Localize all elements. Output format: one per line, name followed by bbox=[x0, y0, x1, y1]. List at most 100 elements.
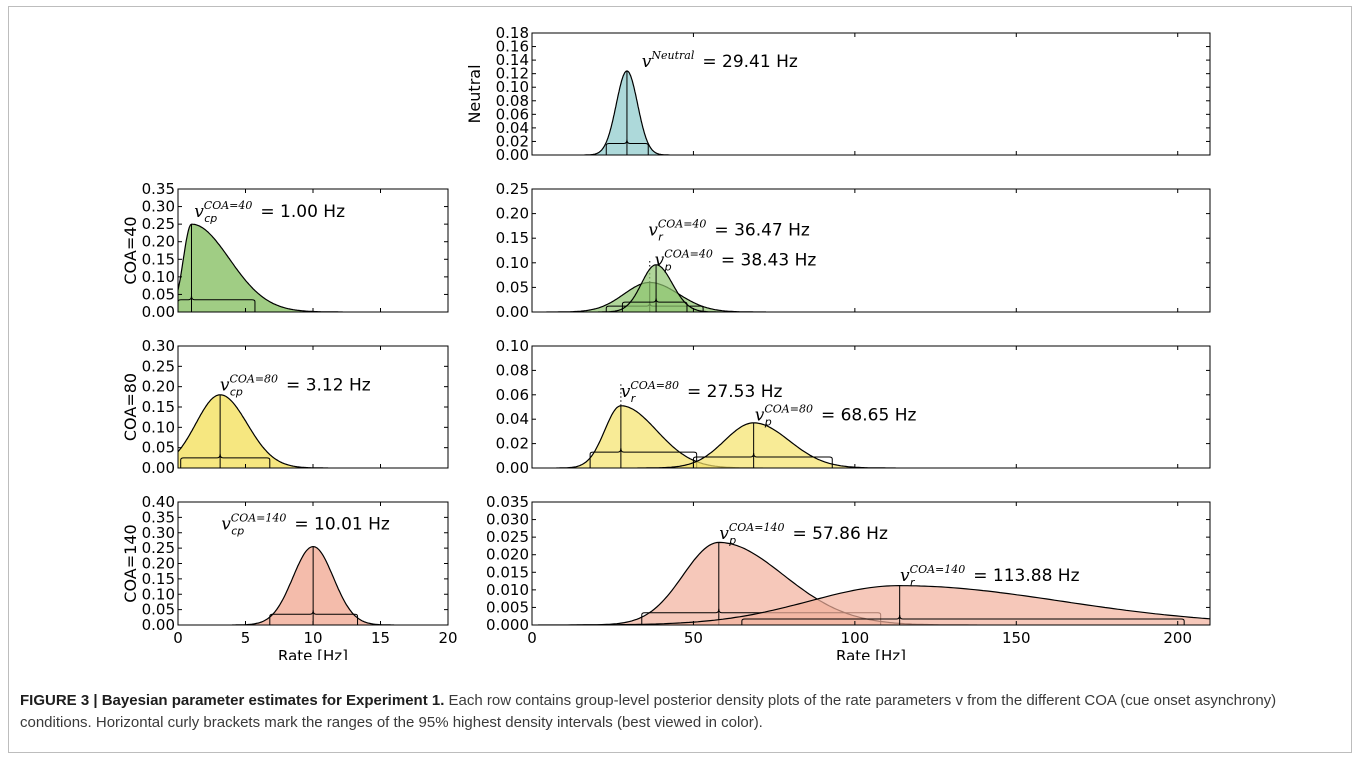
plot-area bbox=[556, 383, 896, 468]
density-curve bbox=[637, 422, 896, 468]
density-fill bbox=[178, 224, 343, 312]
rate-subscript: p bbox=[764, 415, 772, 428]
y-tick-label: 0.04 bbox=[496, 119, 529, 137]
rate-value: = 38.43 Hz bbox=[721, 250, 817, 270]
rate-symbol: v bbox=[621, 382, 631, 402]
rate-subscript: p bbox=[664, 260, 672, 273]
rate-label: vCOA=40 = 36.47 Hz bbox=[648, 218, 810, 241]
rate-subscript: cp bbox=[230, 386, 243, 399]
rate-value: = 29.41 Hz bbox=[702, 52, 798, 72]
x-tick-label: 200 bbox=[1163, 629, 1192, 647]
density-fill bbox=[598, 264, 721, 312]
plot-area bbox=[584, 70, 670, 155]
y-tick-label: 0.20 bbox=[142, 555, 175, 573]
y-tick-label: 0.10 bbox=[496, 337, 529, 355]
y-axis-label: COA=140 bbox=[121, 524, 140, 602]
y-tick-label: 0.15 bbox=[142, 398, 175, 416]
caption-text: Each row contains group-level posterior … bbox=[20, 692, 1277, 731]
rate-superscript: COA=40 bbox=[664, 247, 713, 260]
rate-symbol: v bbox=[755, 405, 765, 425]
y-tick-label: 0.02 bbox=[496, 435, 529, 453]
y-tick-label: 0.10 bbox=[142, 585, 175, 603]
y-tick-label: 0.25 bbox=[142, 539, 175, 557]
rate-superscript: COA=140 bbox=[910, 563, 966, 576]
hdi-bracket bbox=[692, 453, 833, 468]
y-tick-label: 0.10 bbox=[496, 78, 529, 96]
y-tick-label: 0.15 bbox=[142, 570, 175, 588]
rate-symbol: v bbox=[648, 221, 658, 241]
y-tick-label: 0.20 bbox=[496, 205, 529, 223]
y-tick-label: 0.035 bbox=[486, 493, 529, 511]
y-tick-label: 0.08 bbox=[496, 361, 529, 379]
panel-coa80-left: vCOA=80 = 3.12 Hzcp0.000.050.100.150.200.… bbox=[121, 337, 449, 477]
x-tick-label: 0 bbox=[173, 629, 183, 647]
density-curve bbox=[178, 394, 329, 468]
rate-value: = 113.88 Hz bbox=[973, 566, 1079, 586]
x-tick-label: 150 bbox=[1002, 629, 1031, 647]
rate-label: vCOA=80 = 68.65 Hz bbox=[755, 402, 917, 425]
rate-superscript: COA=40 bbox=[204, 199, 253, 212]
rate-superscript: Neutral bbox=[650, 49, 694, 62]
y-tick-label: 0.06 bbox=[496, 105, 529, 123]
axes-frame bbox=[531, 188, 1211, 313]
x-tick-label: 5 bbox=[241, 629, 251, 647]
density-curve bbox=[598, 264, 721, 312]
axes-frame bbox=[531, 32, 1211, 156]
rate-subscript: cp bbox=[204, 212, 217, 225]
y-tick-label: 0.35 bbox=[142, 508, 175, 526]
y-tick-label: 0.010 bbox=[486, 581, 529, 599]
rate-label: vCOA=80 = 27.53 Hz bbox=[621, 379, 783, 402]
y-tick-label: 0.15 bbox=[142, 250, 175, 268]
x-tick-label: 100 bbox=[841, 629, 870, 647]
rate-value: = 27.53 Hz bbox=[687, 382, 783, 402]
y-tick-label: 0.00 bbox=[142, 459, 175, 477]
rate-superscript: COA=40 bbox=[658, 218, 707, 231]
rate-superscript: COA=140 bbox=[729, 521, 785, 534]
y-tick-label: 0.25 bbox=[496, 180, 529, 198]
rate-value: = 1.00 Hz bbox=[260, 202, 345, 222]
y-tick-label: 0.00 bbox=[496, 459, 529, 477]
y-tick-label: 0.20 bbox=[142, 233, 175, 251]
y-tick-label: 0.005 bbox=[486, 598, 529, 616]
y-tick-label: 0.40 bbox=[142, 493, 175, 511]
density-curve bbox=[538, 584, 1210, 625]
x-tick-label: 20 bbox=[438, 629, 457, 647]
rate-label: vCOA=140 = 113.88 Hz bbox=[900, 563, 1080, 586]
rate-symbol: v bbox=[194, 202, 204, 222]
y-tick-label: 0.10 bbox=[142, 268, 175, 286]
y-tick-label: 0.08 bbox=[496, 92, 529, 110]
y-tick-label: 0.18 bbox=[496, 24, 529, 42]
y-tick-label: 0.015 bbox=[486, 563, 529, 581]
density-fill bbox=[538, 585, 1210, 625]
y-tick-label: 0.15 bbox=[496, 229, 529, 247]
hdi-bracket bbox=[605, 139, 649, 155]
plot-area bbox=[546, 260, 766, 312]
rate-superscript: COA=80 bbox=[229, 373, 278, 386]
y-tick-label: 0.030 bbox=[486, 511, 529, 529]
rate-label: vCOA=140 = 57.86 Hz bbox=[719, 521, 888, 544]
y-tick-label: 0.06 bbox=[496, 386, 529, 404]
y-tick-label: 0.10 bbox=[496, 254, 529, 272]
hdi-bracket bbox=[589, 448, 698, 468]
rate-superscript: COA=140 bbox=[231, 512, 287, 525]
density-fill bbox=[576, 542, 978, 625]
y-tick-label: 0.14 bbox=[496, 51, 529, 69]
rate-symbol: v bbox=[719, 524, 729, 544]
rate-subscript: r bbox=[910, 576, 916, 589]
y-tick-label: 0.025 bbox=[486, 528, 529, 546]
axes-frame bbox=[531, 501, 1211, 626]
density-fill bbox=[637, 422, 896, 468]
y-axis-label: COA=80 bbox=[121, 373, 140, 441]
plot-area bbox=[178, 223, 343, 312]
rate-label: vCOA=40 = 1.00 Hz bbox=[194, 199, 345, 222]
rate-superscript: COA=80 bbox=[764, 402, 813, 415]
x-axis-label: Rate [Hz] bbox=[836, 647, 906, 660]
y-tick-label: 0.02 bbox=[496, 132, 529, 150]
hdi-bracket bbox=[741, 615, 1185, 625]
y-tick-label: 0.35 bbox=[142, 180, 175, 198]
y-tick-label: 0.05 bbox=[142, 439, 175, 457]
rate-label: vCOA=80 = 3.12 Hz bbox=[220, 373, 371, 396]
rate-subscript: r bbox=[658, 231, 664, 244]
plot-area bbox=[178, 394, 329, 468]
rate-subscript: r bbox=[631, 392, 637, 405]
